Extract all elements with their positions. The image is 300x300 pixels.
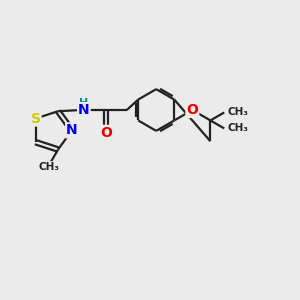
Text: CH₃: CH₃ <box>227 107 248 118</box>
Text: O: O <box>100 126 112 140</box>
Text: S: S <box>31 112 40 125</box>
Text: CH₃: CH₃ <box>38 162 59 172</box>
Text: CH₃: CH₃ <box>227 123 248 134</box>
Text: N: N <box>66 123 78 137</box>
Text: H: H <box>79 98 88 108</box>
Text: N: N <box>78 103 90 117</box>
Text: O: O <box>186 103 198 117</box>
